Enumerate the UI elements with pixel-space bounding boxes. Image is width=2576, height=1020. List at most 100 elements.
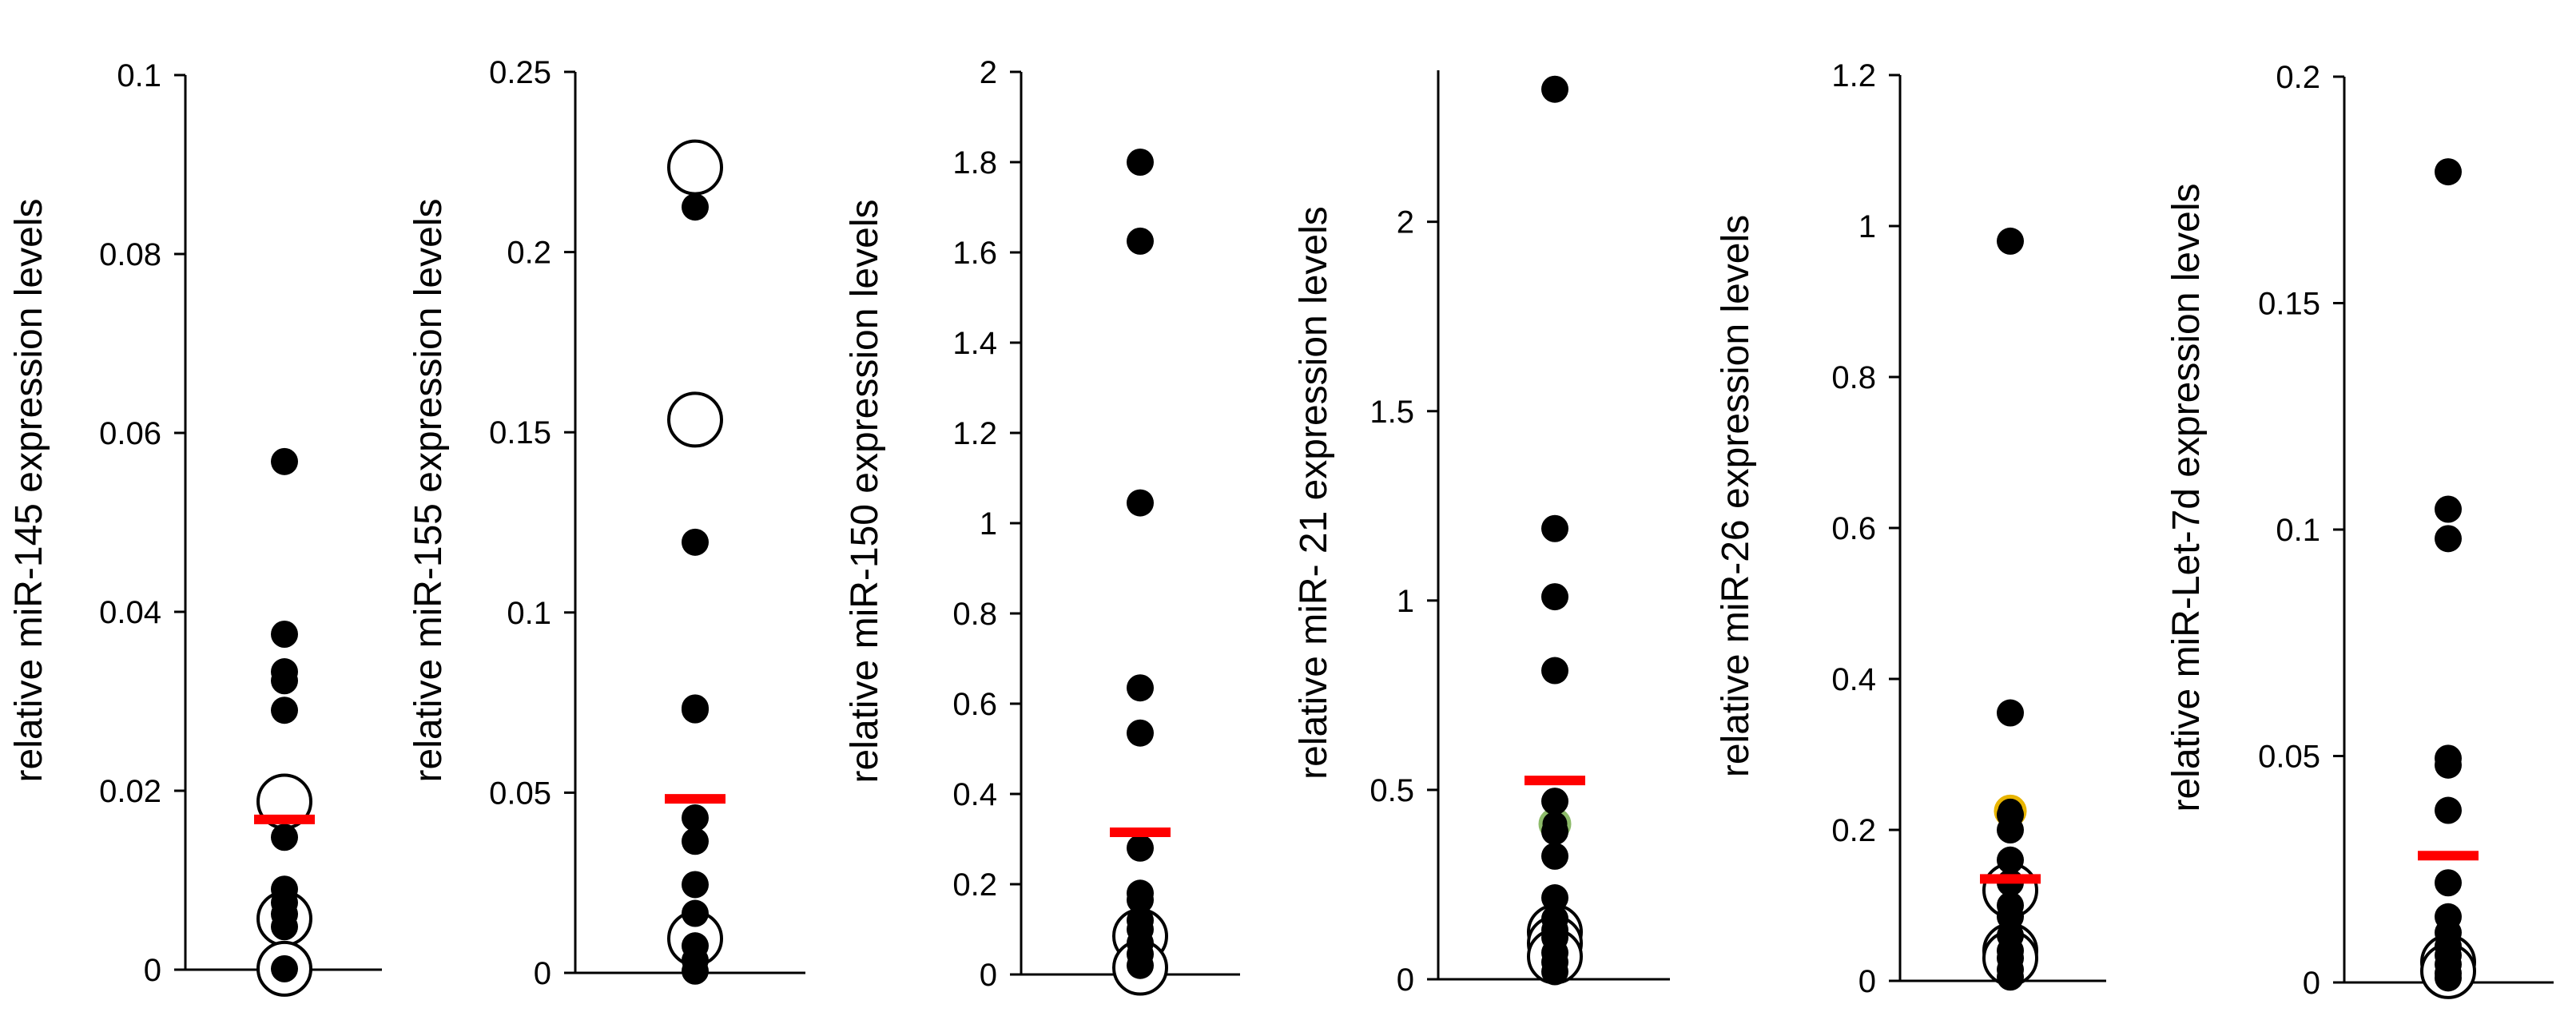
filled-data-point [271, 697, 298, 724]
y-tick-label: 1 [1397, 584, 1414, 619]
chart-panel-4: 0 0.5 1 1.5 2 relative miR- 21 expression lev… [1293, 70, 1670, 998]
y-tick-label: 0.1 [117, 58, 161, 93]
y-tick-label: 0.2 [1831, 813, 1876, 848]
filled-data-point [271, 621, 298, 648]
y-tick-label: 1.8 [952, 145, 997, 181]
filled-data-point [1127, 489, 1154, 517]
y-tick-label: 0.15 [489, 415, 551, 450]
filled-data-point [2435, 495, 2462, 523]
open-data-point [667, 139, 723, 196]
y-tick-label: 0.02 [99, 774, 161, 809]
filled-data-point [1997, 227, 2024, 255]
y-tick-label: 0.04 [99, 595, 161, 630]
y-tick-label: 0.05 [489, 776, 551, 811]
y-tick-label: 1.4 [952, 326, 997, 361]
filled-data-point [1541, 583, 1568, 611]
filled-data-point [271, 955, 298, 982]
filled-data-point [1997, 816, 2024, 843]
filled-data-point [1997, 846, 2024, 874]
y-axis-label: relative miR-Let-7d expression levels [2165, 184, 2208, 812]
filled-data-point [271, 447, 298, 475]
filled-data-point [1127, 834, 1154, 862]
filled-data-point [1127, 227, 1154, 255]
filled-data-point [1541, 818, 1568, 846]
y-tick-label: 1.2 [952, 416, 997, 451]
y-tick-label: 1 [980, 506, 997, 542]
filled-data-point [2435, 158, 2462, 186]
y-tick-label: 1.2 [1831, 58, 1876, 93]
filled-data-point [1541, 788, 1568, 816]
y-axis-label: relative miR-150 expression levels [844, 200, 886, 784]
filled-data-point [2435, 964, 2462, 992]
filled-data-point [2435, 796, 2462, 824]
chart-panel-6: 0 0.05 0.1 0.15 0.2 relative miR-Let-7d expre… [2165, 60, 2554, 1001]
filled-data-point [1541, 657, 1568, 685]
filled-data-point [1541, 842, 1568, 870]
y-tick-label: 0.4 [1831, 662, 1876, 697]
chart-panel-1: 0 0.02 0.04 0.06 0.08 0.1 relative miR-145 exp… [8, 58, 382, 997]
filled-data-point [1997, 963, 2024, 991]
y-tick-label: 0.15 [2258, 287, 2320, 322]
y-tick-label: 0.8 [952, 597, 997, 632]
filled-data-point [1541, 884, 1568, 912]
open-data-point [667, 391, 723, 448]
filled-data-point [1541, 514, 1568, 542]
y-tick-label: 0.1 [507, 596, 551, 631]
y-tick-label: 0 [1397, 962, 1414, 998]
chart-panel-3: 0 0.2 0.4 0.6 0.8 1 1.2 1.4 1.6 1.8 2 relative miR-… [844, 55, 1240, 996]
filled-data-point [2435, 869, 2462, 897]
filled-data-point [1541, 75, 1568, 103]
filled-data-point [1127, 951, 1154, 979]
y-axis-label: relative miR-145 expression levels [8, 199, 50, 783]
filled-data-point [1127, 719, 1154, 747]
y-tick-label: 0.8 [1831, 360, 1876, 395]
filled-data-point [2435, 525, 2462, 553]
filled-data-point [271, 913, 298, 941]
y-tick-label: 2 [980, 55, 997, 90]
y-axis-label: relative miR-155 expression levels [407, 199, 450, 783]
y-tick-label: 0 [2303, 966, 2320, 1001]
filled-data-point [682, 957, 709, 985]
y-tick-label: 0 [534, 956, 551, 991]
y-tick-label: 0.6 [1831, 511, 1876, 546]
filled-data-point [1997, 903, 2024, 931]
filled-data-point [682, 804, 709, 831]
y-tick-label: 1.5 [1369, 395, 1414, 430]
filled-data-point [682, 528, 709, 556]
filled-data-point [682, 899, 709, 927]
filled-data-point [682, 828, 709, 855]
y-tick-label: 0.2 [2276, 60, 2320, 95]
y-axis-label: relative miR-26 expression levels [1715, 215, 1757, 777]
y-tick-label: 0.05 [2258, 740, 2320, 775]
filled-data-point [1997, 699, 2024, 727]
y-tick-label: 1 [1858, 209, 1876, 244]
filled-data-point [682, 193, 709, 221]
y-tick-label: 0 [144, 953, 161, 988]
chart-panel-2: 0 0.05 0.1 0.15 0.2 0.25 relative miR-155 expr… [407, 55, 805, 991]
filled-data-point [1127, 149, 1154, 176]
filled-data-point [1127, 674, 1154, 702]
y-tick-label: 0.08 [99, 237, 161, 272]
y-tick-label: 1.6 [952, 236, 997, 271]
filled-data-point [271, 824, 298, 851]
chart-panel-5: 0 0.2 0.4 0.6 0.8 1 1.2 relative miR-26 express… [1715, 58, 2106, 999]
y-tick-label: 2 [1397, 205, 1414, 240]
y-tick-label: 0 [1858, 964, 1876, 999]
filled-data-point [1127, 886, 1154, 914]
y-tick-label: 0.6 [952, 687, 997, 722]
filled-data-point [1541, 958, 1568, 986]
y-tick-label: 0.06 [99, 416, 161, 451]
y-axis-label: relative miR- 21 expression levels [1293, 206, 1335, 780]
y-tick-label: 0.2 [507, 236, 551, 271]
filled-data-point [682, 696, 709, 724]
y-tick-label: 0 [980, 958, 997, 993]
y-tick-label: 0.1 [2276, 513, 2320, 548]
y-tick-label: 0.2 [952, 867, 997, 903]
filled-data-point [682, 871, 709, 899]
y-tick-label: 0.25 [489, 55, 551, 90]
y-tick-label: 0.4 [952, 777, 997, 812]
filled-data-point [2435, 751, 2462, 779]
y-tick-label: 0.5 [1369, 773, 1414, 808]
